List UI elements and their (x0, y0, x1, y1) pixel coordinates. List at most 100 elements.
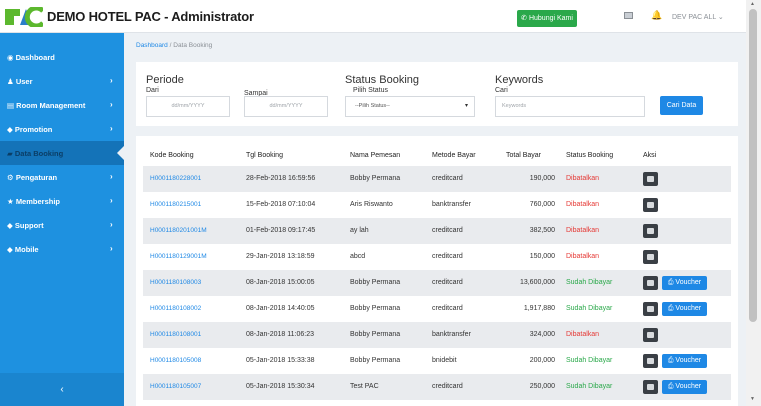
customer-name: Test PAC (350, 383, 379, 390)
detail-icon[interactable] (643, 198, 658, 212)
booking-code-link[interactable]: H0001180215001 (150, 201, 202, 208)
voucher-button[interactable]: ⎙ Voucher (662, 276, 707, 290)
total-amount: 250,000 (529, 383, 555, 390)
detail-icon[interactable] (643, 328, 658, 342)
col-header-status: Status Booking (566, 152, 614, 159)
detail-icon[interactable] (643, 224, 658, 238)
sidebar-item-label: ◉ Dashboard (7, 53, 55, 62)
sidebar-item-text: Mobile (14, 245, 39, 254)
booking-code-link[interactable]: H0001180108002 (150, 305, 202, 312)
chevron-right-icon: › (110, 244, 113, 253)
sidebar-item-label: ⚙ Pengaturan (7, 173, 57, 182)
contact-button-label: Hubungi Kami (528, 15, 573, 22)
booking-code-link[interactable]: H0001180108001 (150, 331, 202, 338)
col-header-total: Total Bayar (506, 152, 542, 159)
col-header-metode: Metode Bayar (432, 152, 476, 159)
booking-code-link[interactable]: H0001180105007 (150, 383, 202, 390)
pac-logo-icon[interactable] (5, 7, 43, 27)
sidebar-item-text: User (15, 77, 33, 86)
voucher-label: Voucher (675, 305, 702, 312)
payment-method: creditcard (432, 305, 463, 312)
detail-icon[interactable] (643, 172, 658, 186)
user-icon: ♟ (7, 77, 16, 86)
caret-down-icon: ▾ (464, 103, 468, 109)
total-amount: 324,000 (529, 331, 555, 338)
contact-button[interactable]: ✆ Hubungi Kami (517, 10, 577, 27)
table-row: H0001180108003 08-Jan-2018 15:00:05 Bobby … (143, 270, 731, 296)
payment-method: creditcard (432, 175, 463, 182)
detail-icon[interactable] (643, 250, 658, 264)
sidebar-item-text: Room Management (16, 101, 86, 110)
booking-code-link[interactable]: H0001180108003 (150, 279, 202, 286)
booking-code-link[interactable]: H0001180201001M (150, 227, 207, 234)
page-scrollbar[interactable]: ▲ ▼ (746, 0, 761, 406)
sidebar-item-text: Dashboard (15, 53, 55, 62)
list-icon: ▤ (7, 101, 17, 110)
booking-status: Dibatalkan (566, 253, 600, 260)
booking-date: 08-Jan-2018 15:00:05 (246, 279, 315, 286)
sidebar-item-text: Promotion (14, 125, 53, 134)
breadcrumb-dashboard-link[interactable]: Dashboard (136, 42, 168, 49)
booking-status: Sudah Dibayar (566, 383, 613, 390)
payment-method: banktransfer (432, 201, 471, 208)
sidebar-item-support[interactable]: ◆ Support › (0, 213, 124, 237)
search-button[interactable]: Cari Data (660, 96, 703, 115)
detail-icon[interactable] (643, 354, 658, 368)
customer-name: Bobby Permana (350, 305, 401, 312)
sidebar-item-label: ◆ Support (7, 221, 44, 230)
voucher-label: Voucher (675, 279, 702, 286)
detail-icon[interactable] (643, 276, 658, 290)
breadcrumb: Dashboard / Data Booking (136, 42, 212, 49)
table-row: H0001180105007 05-Jan-2018 15:30:34 Test P… (143, 374, 731, 400)
print-icon: ⎙ (667, 305, 676, 312)
voucher-button[interactable]: ⎙ Voucher (662, 302, 707, 316)
chevron-right-icon: › (110, 76, 113, 85)
booking-code-link[interactable]: H0001180105008 (150, 357, 202, 364)
mail-icon[interactable] (624, 12, 633, 19)
sidebar-item-promotion[interactable]: ◆ Promotion › (0, 117, 124, 141)
status-select[interactable]: --Pilih Status-- ▾ (345, 96, 475, 117)
user-menu[interactable]: DEV PAC ALL ⌄ (672, 13, 724, 21)
table-row: H0001180201001M 01-Feb-2018 09:17:45 ay la… (143, 218, 731, 244)
customer-name: ay lah (350, 227, 369, 234)
print-icon: ⎙ (667, 357, 676, 364)
keywords-input[interactable]: Keywords (495, 96, 645, 117)
sampai-date-input[interactable]: dd/mm/YYYY (244, 96, 328, 117)
bell-icon[interactable]: 🔔 (651, 10, 663, 20)
scroll-down-icon[interactable]: ▼ (750, 396, 755, 402)
voucher-button[interactable]: ⎙ Voucher (662, 354, 707, 368)
sidebar-collapse-button[interactable]: ‹ (0, 373, 124, 406)
booking-code-link[interactable]: H0001180228001 (150, 175, 202, 182)
chevron-right-icon: › (110, 220, 113, 229)
wrench-icon: ⚙ (7, 173, 16, 182)
table-row: H0001180108001 08-Jan-2018 11:06:23 Bobby … (143, 322, 731, 348)
booking-status: Sudah Dibayar (566, 279, 613, 286)
scroll-thumb[interactable] (749, 9, 757, 322)
sidebar-item-user[interactable]: ♟ User › (0, 69, 124, 93)
table-row: H0001180129001M 29-Jan-2018 13:18:59 abcd c… (143, 244, 731, 270)
booking-status: Dibatalkan (566, 331, 600, 338)
booking-code-link[interactable]: H0001180129001M (150, 253, 207, 260)
table-row: H0001180228001 28-Feb-2018 16:59:56 Bobby … (143, 166, 731, 192)
voucher-button[interactable]: ⎙ Voucher (662, 380, 707, 394)
scroll-up-icon[interactable]: ▲ (750, 1, 755, 7)
sidebar-item-pengaturan[interactable]: ⚙ Pengaturan › (0, 165, 124, 189)
payment-method: creditcard (432, 227, 463, 234)
sidebar-item-label: ◆ Mobile (7, 245, 39, 254)
app-title: DEMO HOTEL PAC - Administrator (47, 9, 254, 24)
customer-name: Bobby Permana (350, 279, 401, 286)
sidebar-item-membership[interactable]: ★ Membership › (0, 189, 124, 213)
sidebar-item-mobile[interactable]: ◆ Mobile › (0, 237, 124, 261)
sidebar-item-label: ▤ Room Management (7, 101, 85, 110)
sidebar-item-label: ▰ Data Booking (7, 149, 63, 158)
customer-name: Bobby Permana (350, 175, 401, 182)
pilih-status-label: Pilih Status (353, 87, 389, 94)
payment-method: creditcard (432, 279, 463, 286)
sidebar-item-dashboard[interactable]: ◉ Dashboard (0, 45, 124, 69)
detail-icon[interactable] (643, 380, 658, 394)
sidebar-item-data-booking[interactable]: ▰ Data Booking (0, 141, 124, 165)
dari-date-input[interactable]: dd/mm/YYYY (146, 96, 230, 117)
star-icon: ★ (7, 197, 16, 206)
detail-icon[interactable] (643, 302, 658, 316)
sidebar-item-room-management[interactable]: ▤ Room Management › (0, 93, 124, 117)
